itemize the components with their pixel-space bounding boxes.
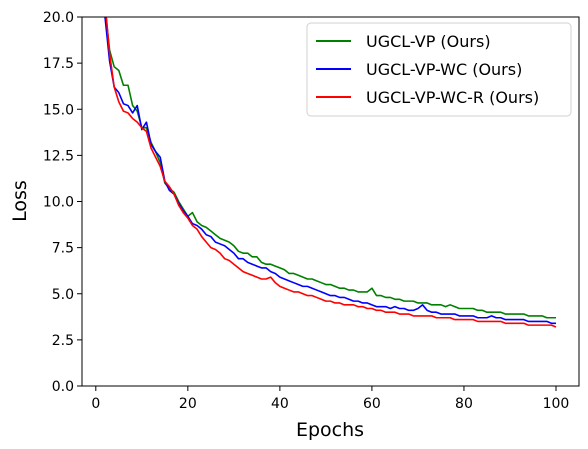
y-tick-label: 15.0: [43, 102, 74, 118]
x-tick-label: 60: [363, 396, 381, 412]
legend-box: [306, 22, 572, 117]
x-axis-label: Epochs: [296, 419, 364, 441]
y-tick-label: 2.5: [52, 333, 74, 349]
y-tick-label: 5.0: [52, 287, 74, 303]
y-axis: 0.0 2.5 5.0 7.5 10.0 12.5 15.0 17.5 20.0: [43, 10, 82, 395]
y-axis-label: Loss: [9, 180, 31, 222]
legend-label-2: UGCL-VP-WC (Ours): [366, 60, 522, 79]
y-tick-label: 12.5: [43, 148, 74, 164]
series-group: [104, 17, 557, 328]
series-line-3: [105, 17, 557, 328]
x-tick-label: 80: [455, 396, 473, 412]
y-tick-label: 17.5: [43, 56, 74, 72]
x-tick-label: 0: [91, 396, 100, 412]
legend-label-3: UGCL-VP-WC-R (Ours): [366, 88, 539, 107]
x-tick-label: 100: [543, 396, 570, 412]
x-tick-label: 20: [179, 396, 197, 412]
legend-label-1: UGCL-VP (Ours): [366, 32, 491, 51]
x-axis: 0 20 40 60 80 100: [91, 386, 569, 412]
x-tick-label: 40: [271, 396, 289, 412]
y-tick-label: 7.5: [52, 241, 74, 257]
y-tick-label: 10.0: [43, 195, 74, 211]
series-line-1: [105, 17, 556, 319]
y-tick-label: 20.0: [43, 10, 74, 26]
legend: UGCL-VP (Ours) UGCL-VP-WC (Ours) UGCL-VP-W…: [306, 22, 572, 117]
y-tick-label: 0.0: [52, 379, 74, 395]
